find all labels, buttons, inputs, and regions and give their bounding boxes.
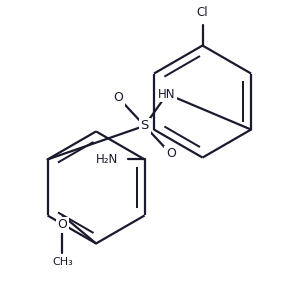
Text: O: O [166, 147, 176, 160]
Text: O: O [57, 218, 67, 231]
Text: CH₃: CH₃ [52, 257, 73, 266]
Text: S: S [140, 119, 149, 132]
Text: HN: HN [158, 88, 176, 101]
Text: H₂N: H₂N [96, 153, 118, 166]
Text: Cl: Cl [197, 6, 208, 19]
Text: O: O [114, 91, 123, 104]
